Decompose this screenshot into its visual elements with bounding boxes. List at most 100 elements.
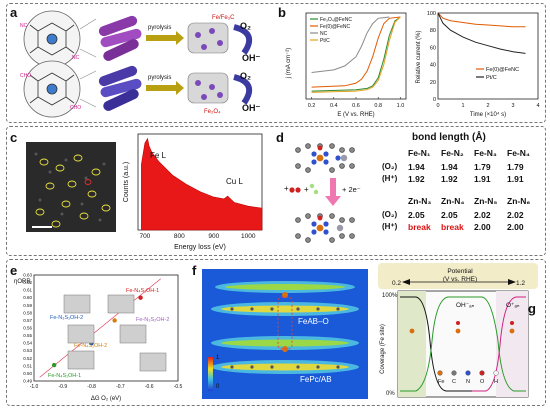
panel-label-g: g [528, 301, 536, 316]
e-ytick-label: 0.62 [23, 280, 32, 285]
potential-banner [378, 263, 538, 289]
bond-cell: 2.05 [441, 210, 458, 220]
bond-row-label: (O₂) [382, 162, 398, 171]
e-ytick-label: 0.57 [23, 318, 32, 323]
particle-top-label: Fe/Fe₃C [212, 15, 235, 21]
bond-cell: 1.91 [474, 174, 491, 184]
g-title-2: (V vs. RHE) [443, 276, 477, 283]
bottom-layer [211, 336, 359, 374]
eels-ylabel: Counts (a.u.) [123, 162, 130, 202]
lsv-xtick-label: 0.8 [374, 103, 382, 109]
bond-cell: 2.02 [474, 210, 491, 220]
e-ytick-label: 0.51 [23, 363, 32, 368]
e-xtick-label: -0.6 [145, 384, 154, 390]
stability-series-line [437, 12, 526, 54]
eels-chart: 700 800 900 1000 Fe L Cu L Counts (a.u.) En… [123, 133, 263, 251]
g-legend-dot [493, 370, 499, 376]
stability-series-line [437, 12, 526, 28]
stability-ytick-label: 20 [430, 80, 436, 86]
e-label-2: Fe-N₃S₁OH-2 [50, 315, 83, 321]
bond-cell: 2.02 [507, 210, 524, 220]
e-ytick-label: 0.52 [23, 356, 32, 361]
volcano-trend-line [39, 278, 161, 378]
g-legend-label: N [466, 379, 470, 385]
eels-spectrum-area [141, 137, 263, 231]
coverage-curve-oh [400, 296, 526, 392]
bond-cell: 1.92 [441, 174, 458, 184]
bond-cell: 2.05 [408, 210, 425, 220]
e-xtick-label: -1.0 [30, 384, 39, 390]
fe-l-label: Fe L [150, 151, 167, 160]
lsv-series-line [311, 16, 390, 73]
e-label-4: Fe-N₄S₁OH-1 [48, 373, 81, 379]
e-ytick-label: 0.49 [23, 379, 32, 384]
colour-scale-bar [208, 357, 213, 391]
bond-cell: Zn-N₃ [408, 196, 432, 206]
f-top-label: FeAB–O [298, 317, 329, 326]
bond-cell: 1.79 [507, 162, 524, 172]
bond-table-title: bond length (Å) [412, 132, 486, 143]
coverage-region-left [398, 291, 426, 397]
g-ylabel: Coverage (Fe site) [380, 324, 386, 374]
pyrolysis-bottom-label: pyrolysis [148, 75, 171, 81]
g-o-label: O⁺ₐₙ [506, 302, 520, 309]
top-layer [211, 281, 359, 316]
eels-xtick-label: 1000 [241, 233, 256, 240]
e-xtick-label: -0.8 [87, 384, 96, 390]
adsorbate-icons [409, 321, 515, 334]
coverage-curve-bare [400, 296, 472, 392]
coverage-curve-o [472, 296, 526, 392]
volcano-point [112, 318, 117, 323]
orr-arrow-top [233, 24, 253, 55]
bond-cell: Fe-N₄ [507, 148, 530, 158]
plus-sign-1: + [284, 184, 289, 193]
bond-cell: Fe-N₁ [408, 148, 431, 158]
e-xtick-label: -0.7 [116, 384, 125, 390]
carbon-tubes-bottom [187, 72, 229, 104]
e-ytick-label: 0.56 [23, 326, 32, 331]
stability-ytick-label: 0 [433, 97, 436, 103]
charge-density-overlay [208, 281, 359, 391]
bond-cell: 1.92 [408, 174, 425, 184]
e-xlabel: ΔG O₂ (eV) [91, 396, 121, 402]
g-legend-label: O [480, 379, 485, 385]
stability-ytick-label: 100 [427, 11, 436, 17]
e-ytick-label: 0.61 [23, 288, 32, 293]
mof-rods-top [98, 15, 142, 61]
ligand-bottom-label-1: CHO [20, 73, 31, 79]
g-oh-label: OH⁻ₐₙ [456, 302, 475, 309]
row-1 [6, 3, 546, 123]
g-legend-dot [437, 370, 443, 376]
panel-label-e: e [10, 263, 18, 278]
porphyrin-top [29, 22, 75, 56]
eels-xlabel: Energy loss (eV) [174, 244, 226, 251]
charge-density-map: FeAB–O FePc/AB 1 0 [202, 269, 368, 399]
scale-max-label: 1 [216, 355, 220, 361]
g-legend-label: Fe [438, 379, 444, 385]
e-ytick-label: 0.55 [23, 333, 32, 338]
stability-ytick-label: 40 [430, 63, 436, 69]
bond-length-table: bond length (Å) Fe-N₁ Fe-N₂ Fe-N₃ Fe-N₄ (O₂)… [382, 132, 540, 250]
lsv-legend-label: Pt/C [320, 38, 330, 44]
e-label-5: Fe-N₃S₂OH-2 [136, 317, 169, 323]
inset-structures [63, 294, 167, 372]
ligand-top-label-2: NC [72, 55, 80, 61]
reaction-arrow [289, 178, 341, 206]
lsv-series-line [311, 16, 401, 92]
oh-bottom-label: OH⁻ [242, 103, 261, 113]
lsv-ylabel: j (mA cm⁻²) [286, 48, 292, 80]
eels-xtick-label: 800 [174, 233, 185, 240]
e-ytick-label: 0.53 [23, 348, 32, 353]
lsv-xtick-label: 0.6 [352, 103, 360, 109]
e-ytick-label: 0.58 [23, 310, 32, 315]
panel-e: e -1.0 -0.9 -0.8 -0.7 -0.6 -0.5 0.63 0.62 0.61 0.… [8, 261, 184, 402]
panel-a-figure: NC NC CHO CHO pyrolysis [20, 10, 261, 118]
arrow-right-icon [508, 279, 516, 285]
bond-cell: 1.91 [507, 174, 524, 184]
stability-xlabel: Time (×10⁴ s) [470, 111, 506, 118]
carbon-tubes-top [187, 22, 229, 54]
e-label-1: Fe-N₄S₁OH-1 [126, 288, 159, 294]
o2-bottom-label: O₂ [240, 71, 251, 81]
e-xtick-label: -0.9 [58, 384, 67, 390]
